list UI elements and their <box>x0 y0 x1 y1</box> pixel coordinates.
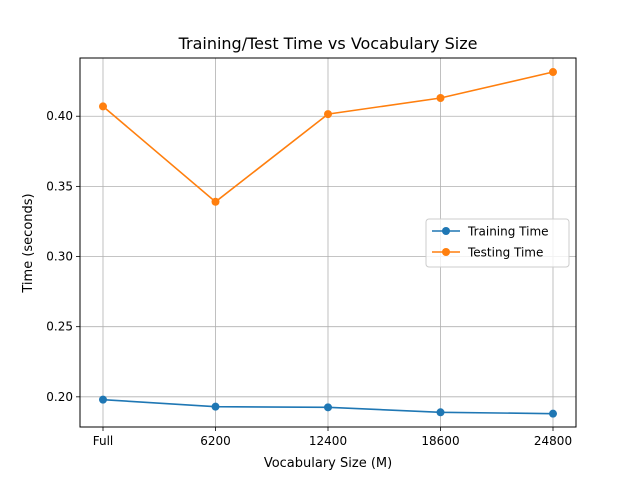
axis-ticks: Full 6200 12400 18600 24800 0.20 0.25 0.30 0.35 0… <box>46 109 572 448</box>
x-tick-label: 6200 <box>200 434 231 448</box>
data-point <box>549 68 557 77</box>
y-tick-label: 0.30 <box>46 250 73 264</box>
legend: Training Time Testing Time <box>425 218 570 268</box>
data-point <box>549 409 557 418</box>
plot-frame <box>79 57 577 428</box>
data-point <box>436 93 445 102</box>
y-axis-label: Time (seconds) <box>21 193 36 293</box>
x-axis-label: Vocabulary Size (M) <box>264 456 392 471</box>
y-tick-label: 0.20 <box>46 390 73 404</box>
y-tick-label: 0.40 <box>46 109 73 123</box>
legend-label: Training Time <box>467 225 549 239</box>
data-point <box>211 197 220 206</box>
data-point <box>99 395 107 404</box>
data-point <box>99 102 107 111</box>
chart-title: Training/Test Time vs Vocabulary Size <box>178 34 478 53</box>
x-tick-label: 12400 <box>309 434 347 448</box>
data-point <box>324 403 332 412</box>
x-tick-label: Full <box>93 434 114 448</box>
legend-swatch-marker <box>442 248 450 256</box>
data-point <box>211 402 220 411</box>
legend-box <box>425 218 570 268</box>
legend-label: Testing Time <box>467 246 543 260</box>
y-tick-label: 0.25 <box>46 320 73 334</box>
data-point <box>324 110 332 119</box>
x-tick-label: 18600 <box>421 434 459 448</box>
data-point <box>436 408 445 417</box>
y-tick-label: 0.35 <box>46 179 73 193</box>
x-tick-label: 24800 <box>534 434 572 448</box>
series-lines <box>99 68 557 418</box>
legend-swatch-marker <box>442 227 450 235</box>
